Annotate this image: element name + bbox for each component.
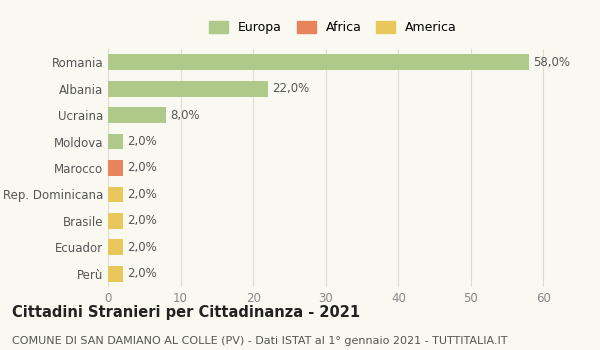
Bar	[108, 239, 122, 255]
Text: 8,0%: 8,0%	[170, 108, 200, 121]
Text: 2,0%: 2,0%	[127, 267, 157, 280]
Legend: Europa, Africa, America: Europa, Africa, America	[205, 17, 461, 38]
Bar	[108, 213, 122, 229]
Text: 22,0%: 22,0%	[272, 82, 309, 95]
Bar	[108, 134, 122, 149]
Bar	[108, 54, 529, 70]
Text: 2,0%: 2,0%	[127, 241, 157, 254]
Text: 2,0%: 2,0%	[127, 135, 157, 148]
Text: COMUNE DI SAN DAMIANO AL COLLE (PV) - Dati ISTAT al 1° gennaio 2021 - TUTTITALIA: COMUNE DI SAN DAMIANO AL COLLE (PV) - Da…	[12, 336, 508, 346]
Text: 2,0%: 2,0%	[127, 215, 157, 228]
Bar	[108, 107, 166, 123]
Bar	[108, 160, 122, 176]
Bar	[108, 266, 122, 282]
Text: 58,0%: 58,0%	[533, 56, 571, 69]
Bar	[108, 81, 268, 97]
Text: 2,0%: 2,0%	[127, 161, 157, 175]
Text: 2,0%: 2,0%	[127, 188, 157, 201]
Bar	[108, 187, 122, 202]
Text: Cittadini Stranieri per Cittadinanza - 2021: Cittadini Stranieri per Cittadinanza - 2…	[12, 304, 360, 320]
